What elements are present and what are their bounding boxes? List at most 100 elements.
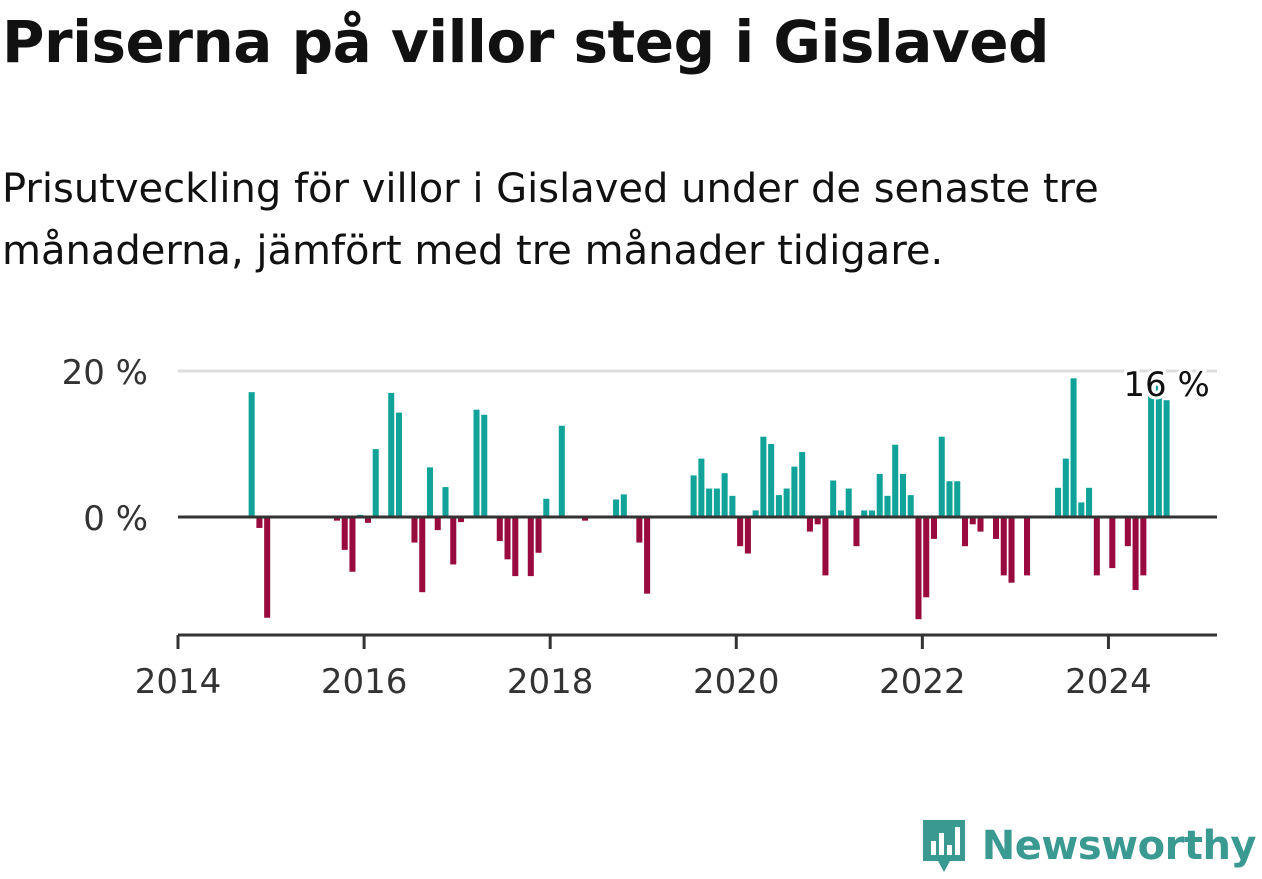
data-bar bbox=[969, 517, 976, 525]
data-bar bbox=[822, 517, 829, 576]
data-bar bbox=[861, 510, 868, 517]
data-bar bbox=[1086, 487, 1093, 517]
data-bar bbox=[372, 449, 379, 517]
data-bar bbox=[333, 517, 340, 521]
data-bar bbox=[613, 499, 620, 517]
data-bar bbox=[264, 517, 271, 618]
data-bar bbox=[690, 475, 697, 517]
data-bar bbox=[256, 517, 263, 528]
data-bar bbox=[721, 473, 728, 517]
data-bar bbox=[636, 517, 643, 543]
data-bar bbox=[620, 494, 627, 517]
data-bar bbox=[1078, 502, 1085, 517]
data-bar bbox=[512, 517, 519, 577]
last-value-label: 16 % bbox=[1123, 365, 1209, 405]
data-bar bbox=[1140, 517, 1147, 576]
data-bar bbox=[961, 517, 969, 547]
data-bar bbox=[713, 488, 720, 517]
data-bar bbox=[760, 436, 767, 517]
data-bar bbox=[837, 510, 844, 517]
data-bar bbox=[504, 517, 511, 560]
data-bar bbox=[923, 517, 930, 598]
data-bar bbox=[907, 495, 914, 517]
data-bar bbox=[892, 444, 899, 517]
data-bar bbox=[248, 392, 255, 517]
x-tick-label: 2014 bbox=[135, 662, 222, 702]
data-bar bbox=[954, 481, 961, 517]
data-bar bbox=[775, 495, 782, 517]
x-tick-label: 2020 bbox=[693, 662, 780, 702]
data-bar bbox=[1093, 517, 1100, 576]
data-bar bbox=[527, 517, 534, 577]
data-bar bbox=[349, 517, 356, 572]
data-bar bbox=[729, 495, 736, 517]
data-bar bbox=[419, 517, 426, 593]
data-bar bbox=[752, 510, 759, 517]
data-bar bbox=[830, 480, 837, 517]
data-bar bbox=[698, 458, 705, 517]
data-bar bbox=[814, 517, 821, 525]
data-bar bbox=[930, 517, 938, 539]
data-bar bbox=[450, 517, 457, 565]
data-bar bbox=[1055, 487, 1062, 517]
data-bar bbox=[977, 517, 984, 532]
data-bar bbox=[411, 517, 418, 543]
data-bar bbox=[783, 488, 790, 517]
data-bar bbox=[473, 409, 480, 517]
data-bar bbox=[938, 436, 945, 517]
data-bar bbox=[806, 517, 813, 532]
data-bar bbox=[442, 487, 449, 517]
data-bar bbox=[1024, 517, 1031, 576]
y-tick-label: 0 % bbox=[83, 499, 148, 539]
newsworthy-icon bbox=[922, 820, 965, 872]
chart-title: Priserna på villor steg i Gislaved bbox=[2, 8, 1050, 76]
brand-name: Newsworthy bbox=[981, 823, 1257, 869]
data-bar bbox=[1000, 517, 1007, 576]
data-bar bbox=[899, 473, 906, 517]
data-bar bbox=[768, 444, 775, 517]
data-bar bbox=[535, 517, 542, 553]
data-bar bbox=[543, 498, 550, 517]
data-bar bbox=[737, 517, 744, 547]
data-bar bbox=[706, 488, 713, 517]
data-bar bbox=[341, 517, 348, 550]
brand-logo: Newsworthy bbox=[920, 817, 1257, 875]
data-bar bbox=[853, 517, 860, 547]
x-tick-label: 2016 bbox=[321, 662, 408, 702]
data-bar bbox=[558, 425, 565, 517]
data-bar bbox=[1148, 384, 1155, 517]
data-bar bbox=[1109, 517, 1116, 569]
data-bar bbox=[1124, 517, 1131, 547]
data-bar bbox=[1132, 517, 1139, 590]
data-bar bbox=[791, 466, 798, 517]
data-bar bbox=[868, 510, 875, 517]
data-bar bbox=[1163, 400, 1170, 517]
data-bar bbox=[481, 414, 488, 517]
data-bar bbox=[388, 392, 395, 517]
x-tick-label: 2018 bbox=[507, 662, 594, 702]
data-bar bbox=[992, 517, 1000, 539]
data-bar bbox=[876, 473, 883, 517]
x-tick-label: 2024 bbox=[1065, 662, 1152, 702]
data-bar bbox=[582, 517, 589, 521]
data-bar bbox=[946, 481, 953, 517]
data-bar bbox=[744, 517, 751, 554]
data-bar bbox=[395, 412, 403, 517]
data-bar bbox=[434, 517, 441, 531]
data-bar bbox=[884, 495, 891, 517]
data-bar bbox=[496, 517, 503, 542]
data-bar bbox=[845, 488, 852, 517]
data-bar bbox=[1062, 458, 1069, 517]
data-bar bbox=[457, 517, 465, 523]
x-tick-label: 2022 bbox=[879, 662, 966, 702]
y-tick-label: 20 % bbox=[62, 353, 148, 393]
data-bar bbox=[364, 517, 371, 523]
data-bar bbox=[426, 467, 434, 517]
data-bar bbox=[1008, 517, 1015, 583]
data-bar bbox=[1155, 385, 1162, 517]
data-bar bbox=[1070, 378, 1077, 517]
data-bar bbox=[644, 517, 651, 594]
chart-subtitle: Prisutveckling för villor i Gislaved und… bbox=[2, 166, 1099, 274]
data-bar bbox=[915, 517, 922, 620]
